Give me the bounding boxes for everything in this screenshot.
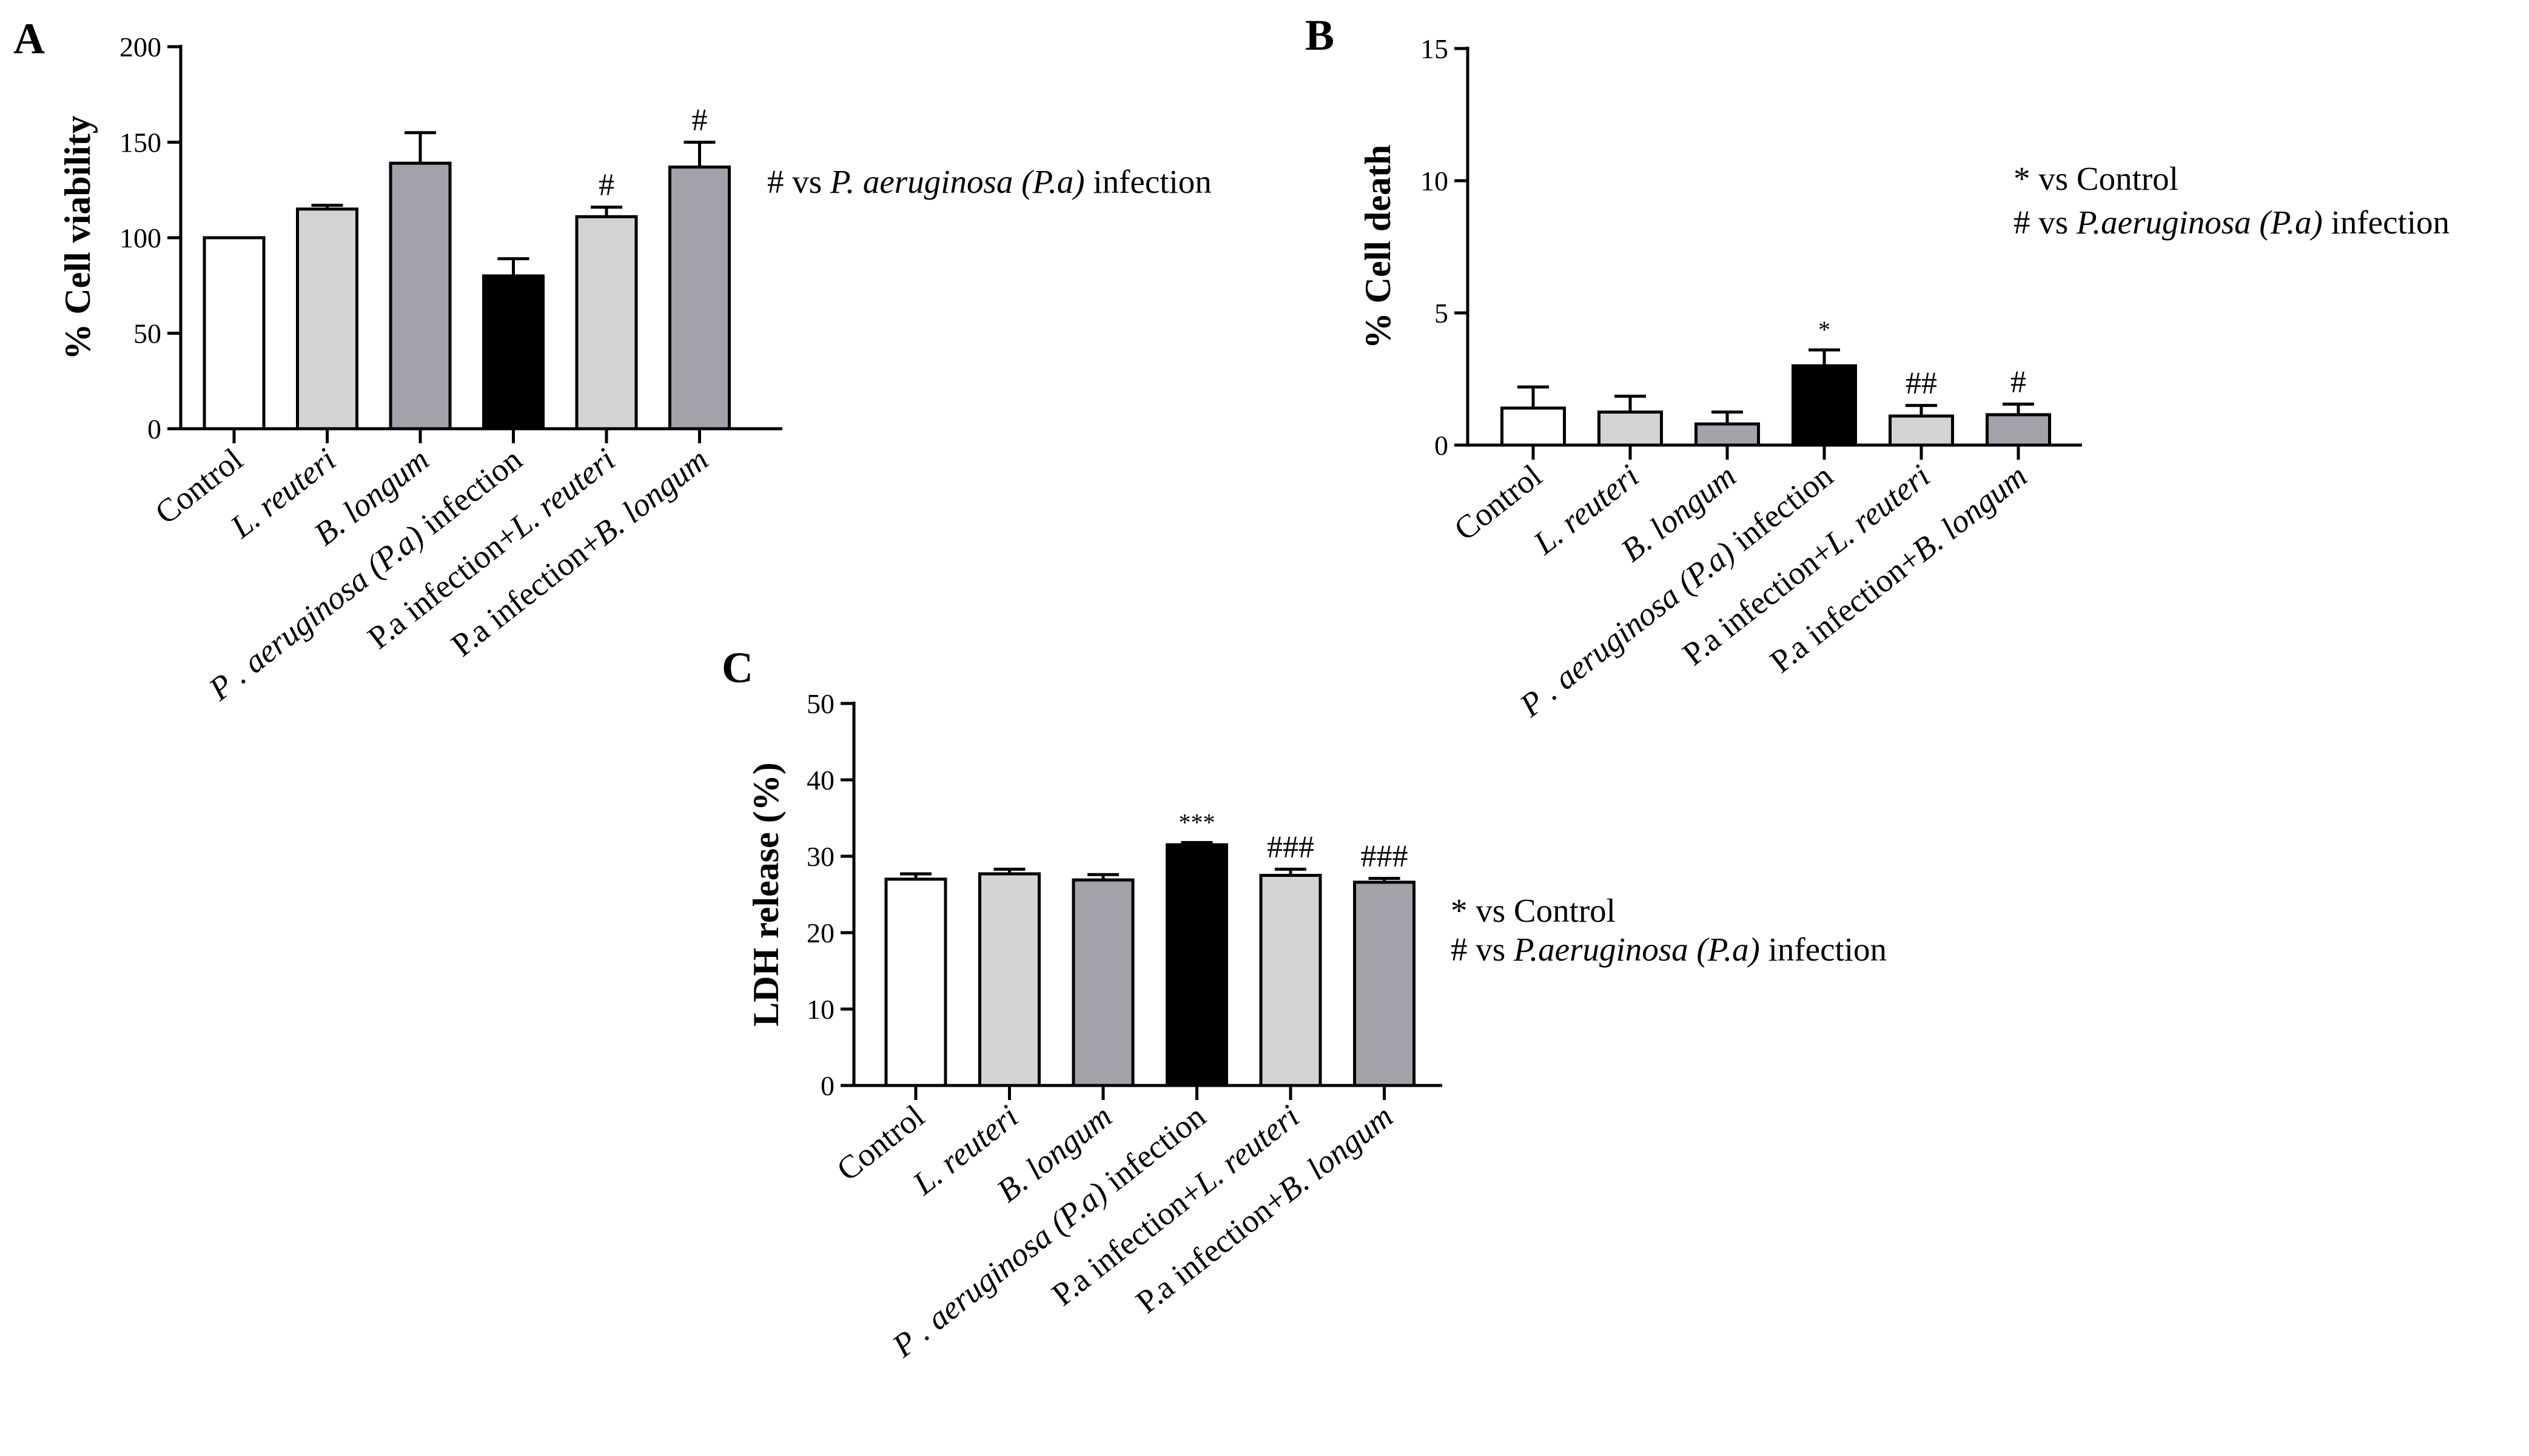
panel-b-label: B [1305,11,1334,59]
y-tick-label: 50 [133,318,161,349]
y-tick-label: 30 [807,841,835,872]
y-tick-label: 15 [1420,33,1448,64]
bar [482,274,545,431]
y-tick-label: 10 [1420,166,1448,196]
legend-text: # vs [1451,931,1514,968]
bar [1986,413,2051,447]
bar [884,877,947,1087]
legend-text: # vs [2013,204,2077,241]
significance-mark: ### [1361,839,1408,874]
bar [1792,364,1857,447]
legend-text: * vs Control [1451,892,1616,929]
y-tick-label: 5 [1434,298,1448,329]
panel-a-label: A [13,15,45,63]
significance-mark: # [692,103,708,138]
y-tick-label: 10 [807,994,835,1025]
y-tick-label: 0 [147,414,161,445]
significance-mark: # [2010,364,2026,399]
bar [668,165,731,431]
bar [296,207,358,431]
y-tick-label: 20 [807,918,835,948]
legend-italic-text: P. aeruginosa (P.a) [830,163,1085,200]
y-tick-label: 0 [821,1070,835,1101]
y-tick-label: 100 [119,223,161,253]
bar [575,215,638,431]
y-tick-label: 200 [119,32,161,62]
y-tick-label: 50 [807,688,835,719]
bar [1500,406,1566,447]
legend-entry: * vs Control [1451,892,1616,929]
significance-mark: * [1818,316,1830,343]
panel-c-label: C [722,643,753,692]
significance-mark: ### [1267,830,1314,864]
bar [389,161,452,431]
bar [1694,422,1760,447]
y-axis-title: % Cell viability [58,115,98,360]
bar [1259,874,1322,1087]
bar [978,872,1041,1087]
y-axis-title: % Cell death [1358,145,1398,349]
legend-text: # vs [767,163,830,200]
significance-mark: # [599,168,614,203]
bar [1072,878,1135,1087]
legend-entry: # vs P.aeruginosa (P.a) infection [2013,204,2450,241]
y-axis-title: LDH release (%) [746,762,786,1026]
bar [1889,414,1954,447]
legend-entry: * vs Control [2013,160,2178,197]
legend-text: infection [2323,204,2450,241]
legend-text: infection [1760,931,1887,968]
bar [203,236,266,431]
bar [1166,843,1228,1087]
legend-text: infection [1085,163,1212,200]
bar [1353,881,1416,1087]
significance-mark: *** [1179,808,1215,836]
legend-text: * vs Control [2013,160,2178,197]
significance-mark: ## [1906,366,1937,401]
legend-italic-text: P.aeruginosa (P.a) [2076,204,2323,241]
y-tick-label: 150 [119,127,161,158]
legend-entry: # vs P.aeruginosa (P.a) infection [1451,931,1887,968]
y-tick-label: 40 [807,765,835,796]
bar [1597,411,1663,447]
y-tick-label: 0 [1434,430,1448,461]
legend-entry: # vs P. aeruginosa (P.a) infection [767,163,1212,200]
legend-italic-text: P.aeruginosa (P.a) [1513,931,1760,968]
